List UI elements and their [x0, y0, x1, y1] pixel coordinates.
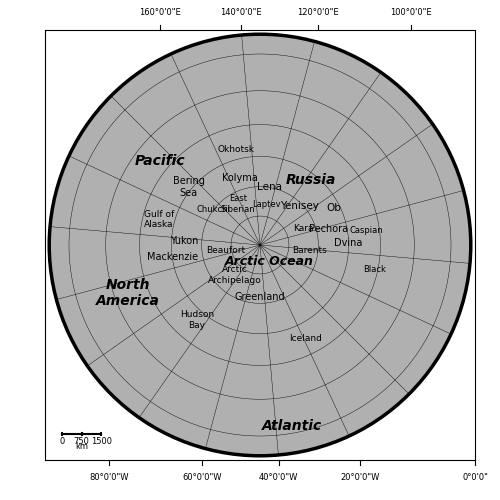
Text: 40°0'0"W: 40°0'0"W [259, 474, 298, 482]
Text: Greenland: Greenland [234, 292, 286, 302]
Text: Barents: Barents [292, 246, 326, 254]
Text: Atlantic: Atlantic [262, 418, 322, 432]
Text: Arctic
Archipelago: Arctic Archipelago [208, 266, 262, 284]
Text: East
Siberian: East Siberian [221, 194, 256, 214]
Text: Yenisey: Yenisey [280, 201, 318, 211]
Text: 60°0'0"W: 60°0'0"W [182, 474, 222, 482]
Circle shape [49, 34, 471, 456]
Text: Dvina: Dvina [334, 238, 363, 248]
Text: Hudson
Bay: Hudson Bay [180, 310, 214, 330]
Text: km: km [75, 442, 88, 452]
Text: 140°0'0"E: 140°0'0"E [220, 8, 262, 16]
Text: 100°0'0"E: 100°0'0"E [390, 8, 432, 16]
Text: Okhotsk: Okhotsk [218, 146, 255, 154]
Text: Kolyma: Kolyma [222, 172, 258, 182]
Text: Chukchi: Chukchi [196, 206, 230, 214]
Text: Black: Black [363, 265, 386, 274]
Text: 0°0'0": 0°0'0" [462, 474, 488, 482]
Text: Iceland: Iceland [290, 334, 322, 344]
Text: Lena: Lena [256, 182, 281, 192]
Text: Bering
Sea: Bering Sea [173, 176, 204, 198]
Text: 1500: 1500 [90, 436, 112, 446]
Text: 0: 0 [60, 436, 65, 446]
Text: 80°0'0"W: 80°0'0"W [90, 474, 129, 482]
Text: Pacific: Pacific [135, 154, 186, 168]
Text: 160°0'0"E: 160°0'0"E [139, 8, 180, 16]
Text: North
America: North America [96, 278, 160, 308]
Text: Gulf of
Alaska: Gulf of Alaska [144, 210, 174, 230]
Text: Laptev: Laptev [252, 200, 280, 209]
Text: Arctic Ocean: Arctic Ocean [225, 255, 314, 268]
Text: Kara: Kara [293, 224, 314, 233]
Text: Ob: Ob [326, 202, 341, 212]
Text: 20°0'0"W: 20°0'0"W [340, 474, 380, 482]
Text: Russia: Russia [286, 173, 336, 187]
Text: 750: 750 [74, 436, 90, 446]
Polygon shape [49, 34, 471, 456]
Text: Caspian: Caspian [350, 226, 384, 234]
Text: Pechora: Pechora [309, 224, 348, 234]
Text: 120°0'0"E: 120°0'0"E [297, 8, 339, 16]
Text: Mackenzie: Mackenzie [146, 252, 198, 262]
Text: Beaufort: Beaufort [206, 246, 245, 255]
Text: Yukon: Yukon [170, 236, 198, 246]
